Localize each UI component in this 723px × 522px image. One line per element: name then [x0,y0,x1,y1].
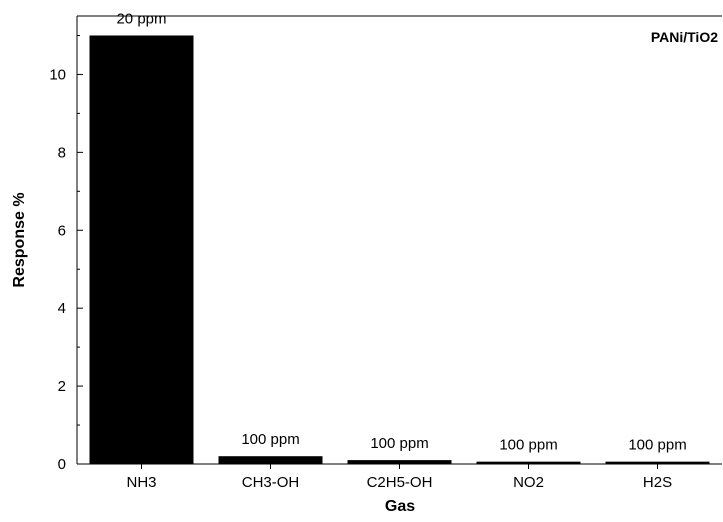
bar [476,461,581,464]
x-tick-label: CH3-OH [242,474,300,491]
bars [89,35,710,464]
x-tick-label: NH3 [126,474,156,491]
bar [89,35,194,464]
bar [347,460,452,464]
x-tick-label: H2S [643,474,672,491]
bar [605,461,710,464]
axes: 0 2 4 6 8 10 NH3 CH3-OH C2H5-OH NO2 H2S [49,15,722,491]
y-tick-label: 10 [49,66,66,83]
x-tick-label: NO2 [513,474,544,491]
bar-data-label: 100 ppm [241,431,299,448]
y-tick-label: 6 [58,222,66,239]
data-labels: 20 ppm 100 ppm 100 ppm 100 ppm 100 ppm [116,10,686,453]
bar-data-label: 20 ppm [116,10,166,27]
x-axis-title: Gas [385,498,415,515]
legend-label: PANi/TiO2 [651,29,718,45]
bar-data-label: 100 ppm [628,437,686,454]
bar-data-label: 100 ppm [370,435,428,452]
y-tick-label: 8 [58,144,66,161]
y-tick-label: 4 [58,300,66,317]
y-tick-label: 0 [58,456,66,473]
bar-data-label: 100 ppm [499,437,557,454]
y-tick-label: 2 [58,378,66,395]
y-axis-title: Response % [11,192,28,287]
x-tick-label: C2H5-OH [367,474,433,491]
bar [218,456,323,464]
